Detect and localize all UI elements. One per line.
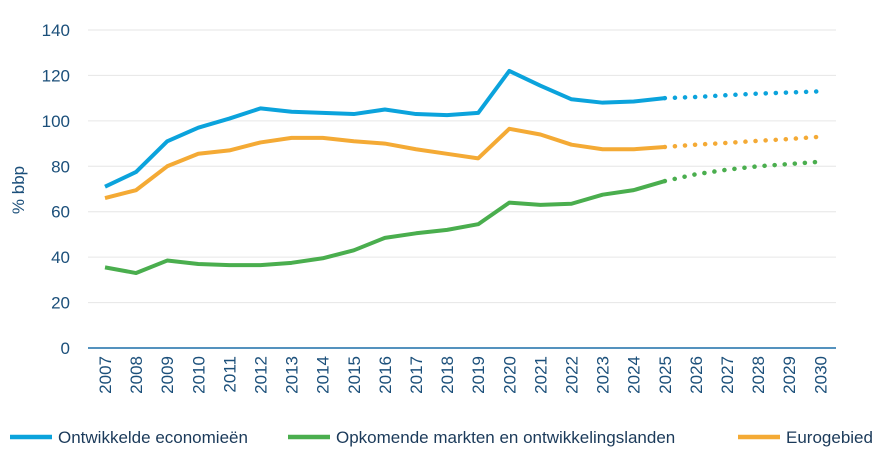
x-tick-label: 2018	[438, 356, 457, 394]
x-tick-label: 2014	[314, 356, 333, 394]
x-tick-label: 2022	[563, 356, 582, 394]
x-tick-label: 2015	[345, 356, 364, 394]
series-forecast-line-0	[662, 89, 823, 101]
series-line-0	[104, 68, 666, 189]
x-tick-label: 2030	[811, 356, 830, 394]
x-tick-label: 2026	[687, 356, 706, 394]
y-tick-label: 140	[42, 21, 70, 40]
legend-label: Opkomende markten en ontwikkelingslanden	[336, 428, 675, 447]
x-tick-label: 2013	[283, 356, 302, 394]
x-tick-label: 2023	[594, 356, 613, 394]
x-tick-label: 2011	[220, 356, 239, 393]
x-tick-label: 2028	[749, 356, 768, 394]
y-tick-label: 80	[51, 157, 70, 176]
series-line-2	[104, 126, 665, 201]
x-tick-label: 2019	[469, 356, 488, 394]
legend-label: Eurogebied	[786, 428, 873, 447]
legend-label: Ontwikkelde economieën	[58, 428, 248, 447]
x-tick-label: 2007	[96, 356, 115, 394]
x-tick-label: 2010	[189, 356, 208, 394]
x-tick-label: 2009	[158, 356, 177, 394]
y-tick-label: 0	[61, 339, 70, 358]
y-tick-label: 120	[42, 66, 70, 85]
x-tick-label: 2025	[656, 356, 675, 394]
y-axis-label: % bbp	[9, 166, 28, 214]
x-tick-label: 2024	[625, 356, 644, 394]
x-tick-label: 2016	[376, 356, 395, 394]
y-tick-label: 20	[51, 294, 70, 313]
y-tick-label: 40	[51, 248, 70, 267]
series-forecast-line-2	[662, 134, 823, 150]
x-tick-label: 2020	[500, 356, 519, 394]
x-tick-label: 2017	[407, 356, 426, 394]
x-tick-label: 2027	[718, 356, 737, 394]
x-tick-label: 2029	[780, 356, 799, 394]
x-tick-label: 2012	[252, 356, 271, 394]
series-line-1	[104, 179, 666, 276]
y-tick-label: 100	[42, 112, 70, 131]
x-tick-label: 2008	[127, 356, 146, 394]
x-tick-label: 2021	[531, 356, 550, 394]
series-forecast-line-1	[662, 159, 823, 184]
y-tick-label: 60	[51, 203, 70, 222]
